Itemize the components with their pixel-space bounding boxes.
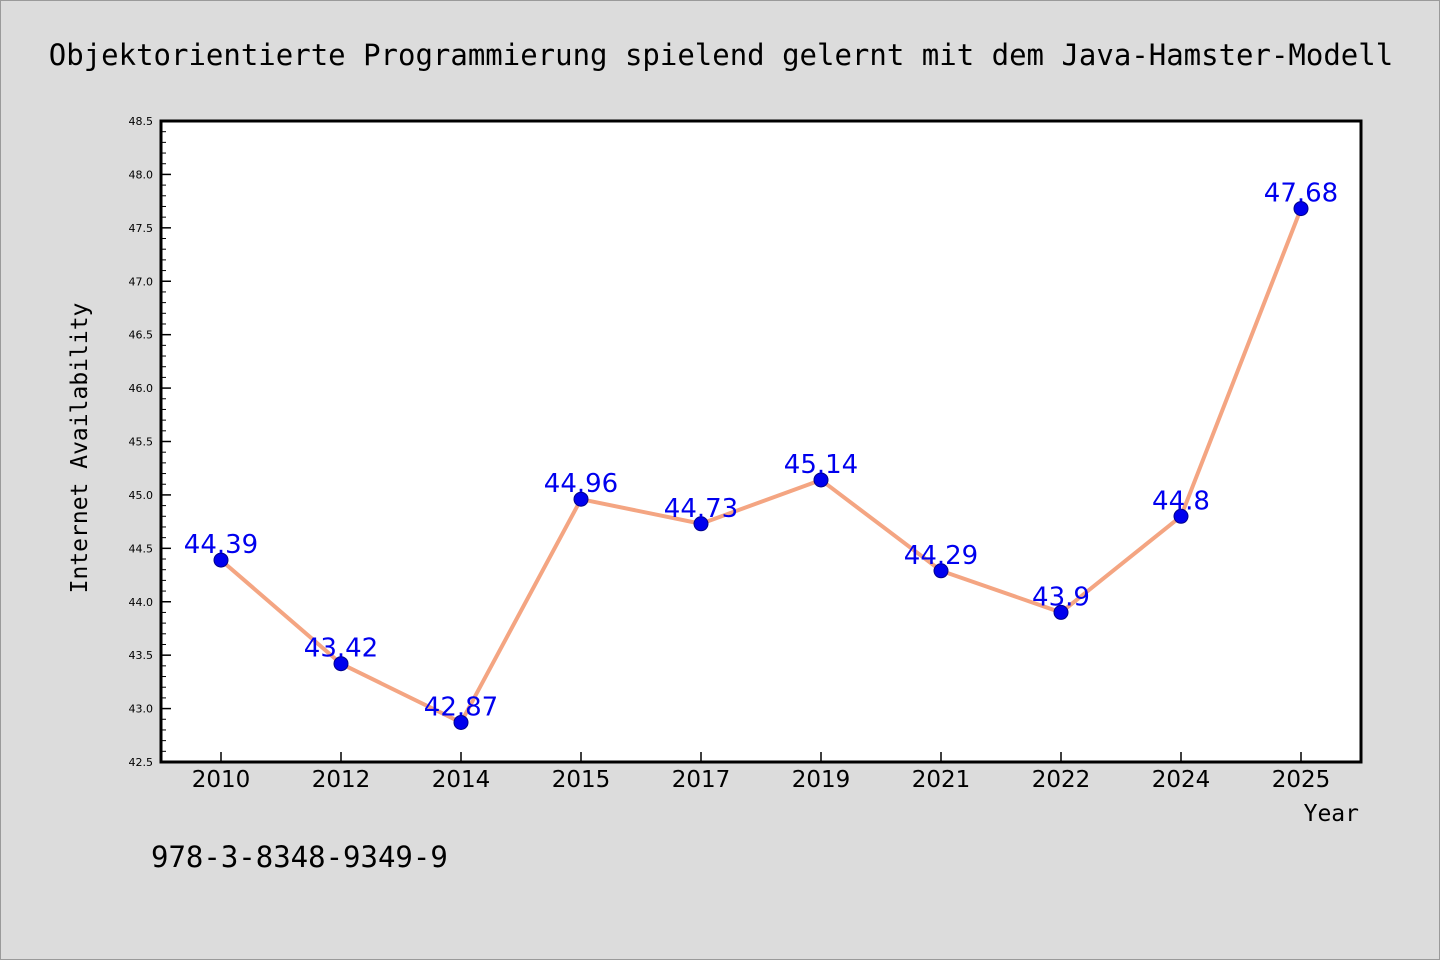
data-point-marker (813, 472, 829, 488)
isbn-annotation: 978-3-8348-9349-9 (151, 840, 448, 874)
data-point-marker (333, 656, 349, 672)
data-point-label: 42.87 (424, 692, 498, 722)
data-labels: 44.39 43.42 42.87 44.96 44.73 45.14 44.29 43.9 4… (184, 179, 1338, 723)
plot-area (159, 119, 1363, 764)
y-axis-label: Internet Availability (67, 303, 93, 594)
x-tick-label: 2024 (1152, 767, 1211, 793)
y-tick-label: 48.0 (129, 168, 154, 181)
x-tick-label: 2022 (1032, 767, 1091, 793)
y-axis-ticks: 42.5 43.0 43.5 44.0 44.5 45.0 45.5 46.0 46.5 47.0… (129, 115, 171, 769)
y-tick-label: 46.0 (129, 382, 154, 395)
data-point-label: 43.42 (304, 634, 378, 664)
y-tick-label: 43.0 (129, 703, 154, 716)
y-tick-label: 48.5 (129, 115, 154, 128)
x-tick-label: 2017 (672, 767, 731, 793)
x-tick-label: 2014 (432, 767, 491, 793)
x-axis-label: Year (1304, 801, 1359, 827)
y-tick-label: 45.5 (129, 436, 154, 449)
y-tick-label: 42.5 (129, 756, 154, 769)
x-axis-ticks: 2010 2012 2014 2015 2017 2019 2021 2022 2024 2025 (192, 752, 1331, 793)
data-point-marker (1053, 604, 1069, 620)
data-point-marker (693, 516, 709, 532)
x-tick-label: 2019 (792, 767, 851, 793)
x-tick-label: 2021 (912, 767, 971, 793)
y-tick-label: 43.5 (129, 649, 154, 662)
data-point-label: 44.29 (904, 541, 978, 571)
data-point-label: 47.68 (1264, 179, 1338, 209)
y-tick-label: 47.5 (129, 222, 154, 235)
y-tick-label: 44.0 (129, 596, 154, 609)
series-line-group (219, 206, 1303, 725)
data-point-label: 44.8 (1152, 486, 1210, 516)
data-point-label: 44.73 (664, 494, 738, 524)
y-tick-label: 45.0 (129, 489, 154, 502)
data-point-marker (1293, 201, 1309, 217)
data-point-marker (453, 714, 469, 730)
data-point-label: 45.14 (784, 450, 858, 480)
data-point-marker (573, 491, 589, 507)
x-tick-label: 2025 (1272, 767, 1331, 793)
y-tick-label: 44.5 (129, 542, 154, 555)
data-point-label: 44.96 (544, 469, 618, 499)
data-point-marker (933, 563, 949, 579)
data-point-label: 44.39 (184, 530, 258, 560)
data-markers (213, 201, 1309, 730)
x-tick-label: 2010 (192, 767, 251, 793)
data-point-label: 43.9 (1032, 582, 1090, 612)
data-point-marker (213, 552, 229, 568)
y-tick-label: 46.5 (129, 329, 154, 342)
y-tick-label: 47.0 (129, 275, 154, 288)
series-line (219, 206, 1303, 725)
chart-title: Objektorientierte Programmierung spielen… (49, 38, 1393, 72)
data-point-marker (1173, 508, 1189, 524)
x-tick-label: 2012 (312, 767, 371, 793)
x-tick-label: 2015 (552, 767, 611, 793)
